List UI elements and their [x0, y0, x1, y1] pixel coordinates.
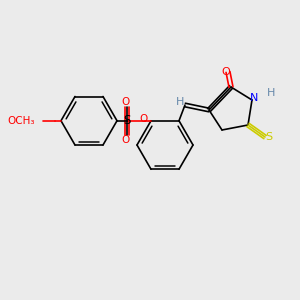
- Text: S: S: [266, 132, 273, 142]
- Text: H: H: [176, 97, 184, 107]
- Text: N: N: [250, 93, 258, 103]
- Text: H: H: [267, 88, 275, 98]
- Text: O: O: [122, 135, 130, 145]
- Text: O: O: [122, 97, 130, 107]
- Text: O: O: [140, 114, 148, 124]
- Text: S: S: [123, 114, 131, 127]
- Text: OCH₃: OCH₃: [8, 116, 35, 126]
- Text: O: O: [222, 67, 230, 77]
